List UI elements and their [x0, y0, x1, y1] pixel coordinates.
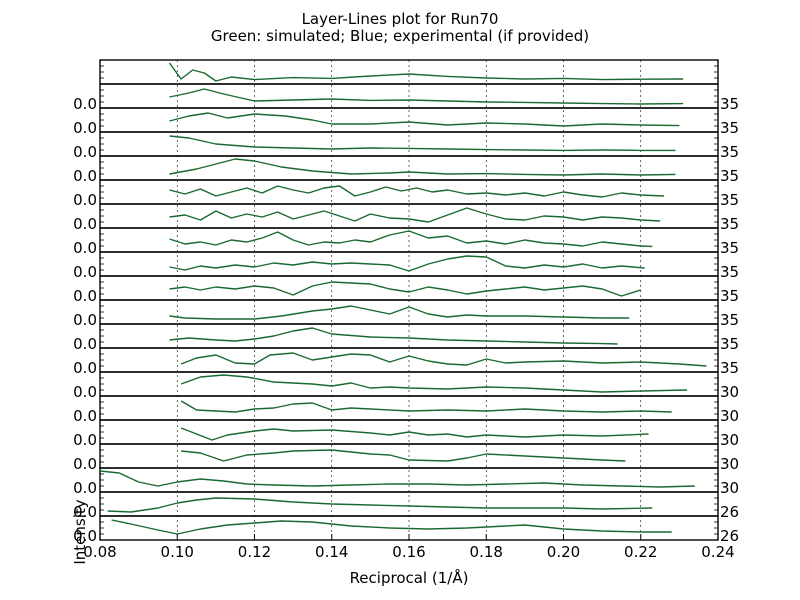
- row-right-label: 26: [720, 527, 739, 545]
- row-left-label: 0.0: [73, 479, 97, 497]
- row-left-label: 0.0: [73, 503, 97, 521]
- layer-line-panel: 0.0 26: [73, 515, 739, 545]
- row-right-label: 30: [720, 431, 739, 449]
- row-left-label: 0.0: [73, 431, 97, 449]
- simulated-curve: [180, 352, 707, 367]
- row-right-label: 35: [720, 359, 739, 377]
- row-right-label: 35: [720, 287, 739, 305]
- row-left-label: 0.0: [73, 359, 97, 377]
- row-right-label: 35: [720, 311, 739, 329]
- x-tick-label: 0.10: [161, 543, 194, 561]
- x-axis-ticks: 0.08 0.10 0.12 0.14 0.16 0.18 0.20 0.22 0.24: [83, 534, 735, 561]
- row-left-label: 0.0: [73, 191, 97, 209]
- chart-subtitle: Green: simulated; Blue; experimental (if…: [211, 27, 589, 45]
- simulated-curve: [99, 470, 695, 488]
- y-axis-label: Intensity: [71, 499, 89, 564]
- x-tick-label: 0.08: [83, 543, 116, 561]
- row-right-label: 35: [720, 239, 739, 257]
- layer-line-panel: 0.0 35: [73, 155, 739, 185]
- layer-line-panel: 0.0 35: [73, 323, 739, 353]
- simulated-curve: [107, 497, 653, 513]
- simulated-curve: [180, 427, 649, 441]
- row-left-label: 0.0: [73, 407, 97, 425]
- row-right-label: 35: [720, 263, 739, 281]
- simulated-curve: [180, 400, 672, 413]
- x-axis-label: Reciprocal (1/Å): [350, 568, 469, 587]
- x-tick-label: 0.22: [624, 543, 657, 561]
- simulated-curve: [169, 327, 618, 345]
- row-right-label: 35: [720, 191, 739, 209]
- layer-line-panel: 0.0 30: [73, 467, 739, 497]
- x-tick-label: 0.18: [470, 543, 503, 561]
- simulated-curve: [169, 255, 645, 272]
- simulated-curve: [169, 185, 664, 198]
- simulated-curve: [168, 62, 684, 82]
- row-left-label: 0.0: [73, 215, 97, 233]
- row-right-label: 35: [720, 119, 739, 137]
- row-right-label: 35: [720, 95, 739, 113]
- x-tick-label: 0.20: [547, 543, 580, 561]
- row-left-label: 0.0: [73, 95, 97, 113]
- row-right-label: 26: [720, 503, 739, 521]
- layer-line-panel: 0.0 35: [73, 203, 739, 233]
- row-left-label: 0.0: [73, 335, 97, 353]
- row-left-label: 0.0: [73, 455, 97, 473]
- row-right-label: 35: [720, 335, 739, 353]
- row-right-label: 35: [720, 167, 739, 185]
- simulated-curve: [169, 135, 676, 152]
- x-tick-label: 0.24: [701, 543, 734, 561]
- row-left-label: 0.0: [73, 383, 97, 401]
- row-left-label: 0.0: [73, 119, 97, 137]
- row-left-label: 0.0: [73, 167, 97, 185]
- simulated-curve: [169, 207, 661, 223]
- simulated-curve: [169, 158, 676, 176]
- simulated-curve: [169, 281, 642, 297]
- simulated-curve: [169, 112, 680, 127]
- x-tick-label: 0.14: [315, 543, 348, 561]
- layer-line-panels: 0.0 35 0.0 35 0.0 35 0.0 35 0.0 35 0.0 35 0.0 35 0.0 35…: [73, 59, 739, 545]
- row-left-label: 0.0: [73, 263, 97, 281]
- simulated-curve: [181, 449, 626, 462]
- row-right-label: 30: [720, 479, 739, 497]
- x-tick-label: 0.16: [392, 543, 425, 561]
- row-left-label: 0.0: [73, 239, 97, 257]
- row-left-label: 0.0: [73, 527, 97, 545]
- row-right-label: 35: [720, 215, 739, 233]
- row-right-label: 35: [720, 143, 739, 161]
- row-left-label: 0.0: [73, 311, 97, 329]
- row-right-label: 30: [720, 455, 739, 473]
- chart-title: Layer-Lines plot for Run70: [302, 10, 499, 28]
- row-right-label: 30: [720, 383, 739, 401]
- x-tick-label: 0.12: [238, 543, 271, 561]
- row-left-label: 0.0: [73, 287, 97, 305]
- simulated-curve: [111, 519, 672, 535]
- row-left-label: 0.0: [73, 143, 97, 161]
- simulated-curve: [169, 230, 653, 248]
- row-right-label: 30: [720, 407, 739, 425]
- layer-line-panel: 0.0 35: [73, 275, 739, 305]
- simulated-curve: [180, 374, 688, 393]
- simulated-curve: [169, 88, 684, 105]
- simulated-curve: [169, 305, 630, 320]
